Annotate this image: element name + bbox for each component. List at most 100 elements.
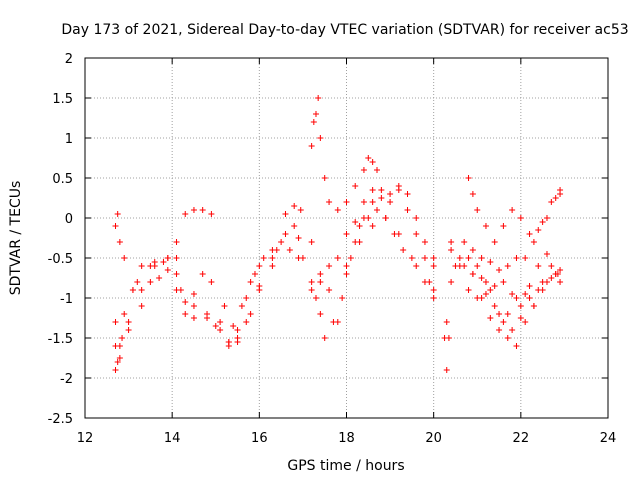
data-point	[317, 311, 324, 317]
y-tick-label: 2	[65, 52, 73, 67]
data-point	[395, 231, 402, 237]
y-tick-label: 1	[65, 132, 73, 147]
data-point	[260, 255, 267, 261]
data-point	[125, 319, 132, 325]
data-point	[421, 239, 428, 245]
data-point	[465, 255, 472, 261]
data-point	[557, 191, 564, 197]
data-point	[164, 267, 171, 273]
data-point	[251, 271, 258, 277]
y-tick-label: -1.5	[48, 332, 73, 347]
x-tick-label: 18	[338, 431, 355, 446]
data-point	[413, 215, 420, 221]
data-point	[297, 207, 304, 213]
data-point	[482, 279, 489, 285]
data-point	[334, 319, 341, 325]
data-point	[500, 319, 507, 325]
data-point	[526, 231, 533, 237]
data-point	[308, 287, 315, 293]
data-point	[173, 271, 180, 277]
y-tick-labels: -2.5 -2 -1.5 -1 -0.5 0 0.5 1 1.5 2	[48, 52, 73, 427]
data-point	[543, 279, 550, 285]
data-point	[496, 327, 503, 333]
data-point	[522, 255, 529, 261]
data-point	[491, 283, 498, 289]
data-point	[413, 263, 420, 269]
x-tick-label: 22	[513, 431, 530, 446]
data-point	[326, 199, 333, 205]
data-point	[317, 135, 324, 141]
data-point	[208, 211, 215, 217]
data-point	[147, 279, 154, 285]
data-point	[343, 199, 350, 205]
data-point	[430, 255, 437, 261]
data-point	[138, 303, 145, 309]
data-point	[400, 247, 407, 253]
data-point	[269, 263, 276, 269]
data-point	[356, 223, 363, 229]
data-point	[509, 207, 516, 213]
data-point	[443, 319, 450, 325]
data-point	[548, 275, 555, 281]
data-point	[522, 319, 529, 325]
data-point	[221, 303, 228, 309]
data-point	[243, 295, 250, 301]
data-point	[378, 187, 385, 193]
data-point	[190, 207, 197, 213]
x-tick-labels: 12 14 16 18 20 22 24	[77, 431, 617, 446]
x-tick-label: 24	[600, 431, 617, 446]
data-point	[334, 207, 341, 213]
data-point	[204, 311, 211, 317]
data-point	[369, 223, 376, 229]
data-point	[448, 279, 455, 285]
data-point	[112, 319, 119, 325]
x-tick-label: 14	[164, 431, 181, 446]
data-point	[356, 239, 363, 245]
data-point	[509, 327, 516, 333]
data-point	[177, 287, 184, 293]
y-axis-title: SDTVAR / TECUs	[8, 181, 24, 296]
y-tick-label: 0	[65, 212, 73, 227]
x-axis-title: GPS time / hours	[287, 458, 404, 474]
data-point	[395, 183, 402, 189]
data-point	[404, 207, 411, 213]
y-tick-label: 1.5	[52, 92, 73, 107]
data-point	[421, 279, 428, 285]
data-point	[151, 263, 158, 269]
plot-frame	[84, 57, 609, 419]
data-point	[112, 343, 119, 349]
data-point	[517, 315, 524, 321]
data-point	[310, 119, 317, 125]
data-point	[343, 231, 350, 237]
data-point	[243, 319, 250, 325]
data-point	[164, 255, 171, 261]
data-point	[347, 255, 354, 261]
y-tick-label: -0.5	[48, 252, 73, 267]
data-point	[487, 315, 494, 321]
data-point	[312, 295, 319, 301]
data-point	[509, 291, 516, 297]
data-point	[491, 239, 498, 245]
data-point	[317, 279, 324, 285]
data-point	[530, 303, 537, 309]
data-point	[112, 223, 119, 229]
data-point	[491, 303, 498, 309]
data-point	[552, 271, 559, 277]
data-point	[408, 255, 415, 261]
data-point	[339, 295, 346, 301]
data-point	[256, 263, 263, 269]
data-point	[238, 303, 245, 309]
data-point	[343, 271, 350, 277]
data-point	[182, 311, 189, 317]
data-point	[517, 303, 524, 309]
data-point	[496, 267, 503, 273]
data-point	[134, 279, 141, 285]
data-point	[539, 219, 546, 225]
data-point	[443, 367, 450, 373]
data-point	[199, 207, 206, 213]
y-tick-label: -1	[60, 292, 73, 307]
y-tick-label: 0.5	[52, 172, 73, 187]
data-point	[217, 319, 224, 325]
x-tick-label: 12	[77, 431, 94, 446]
data-point	[504, 311, 511, 317]
